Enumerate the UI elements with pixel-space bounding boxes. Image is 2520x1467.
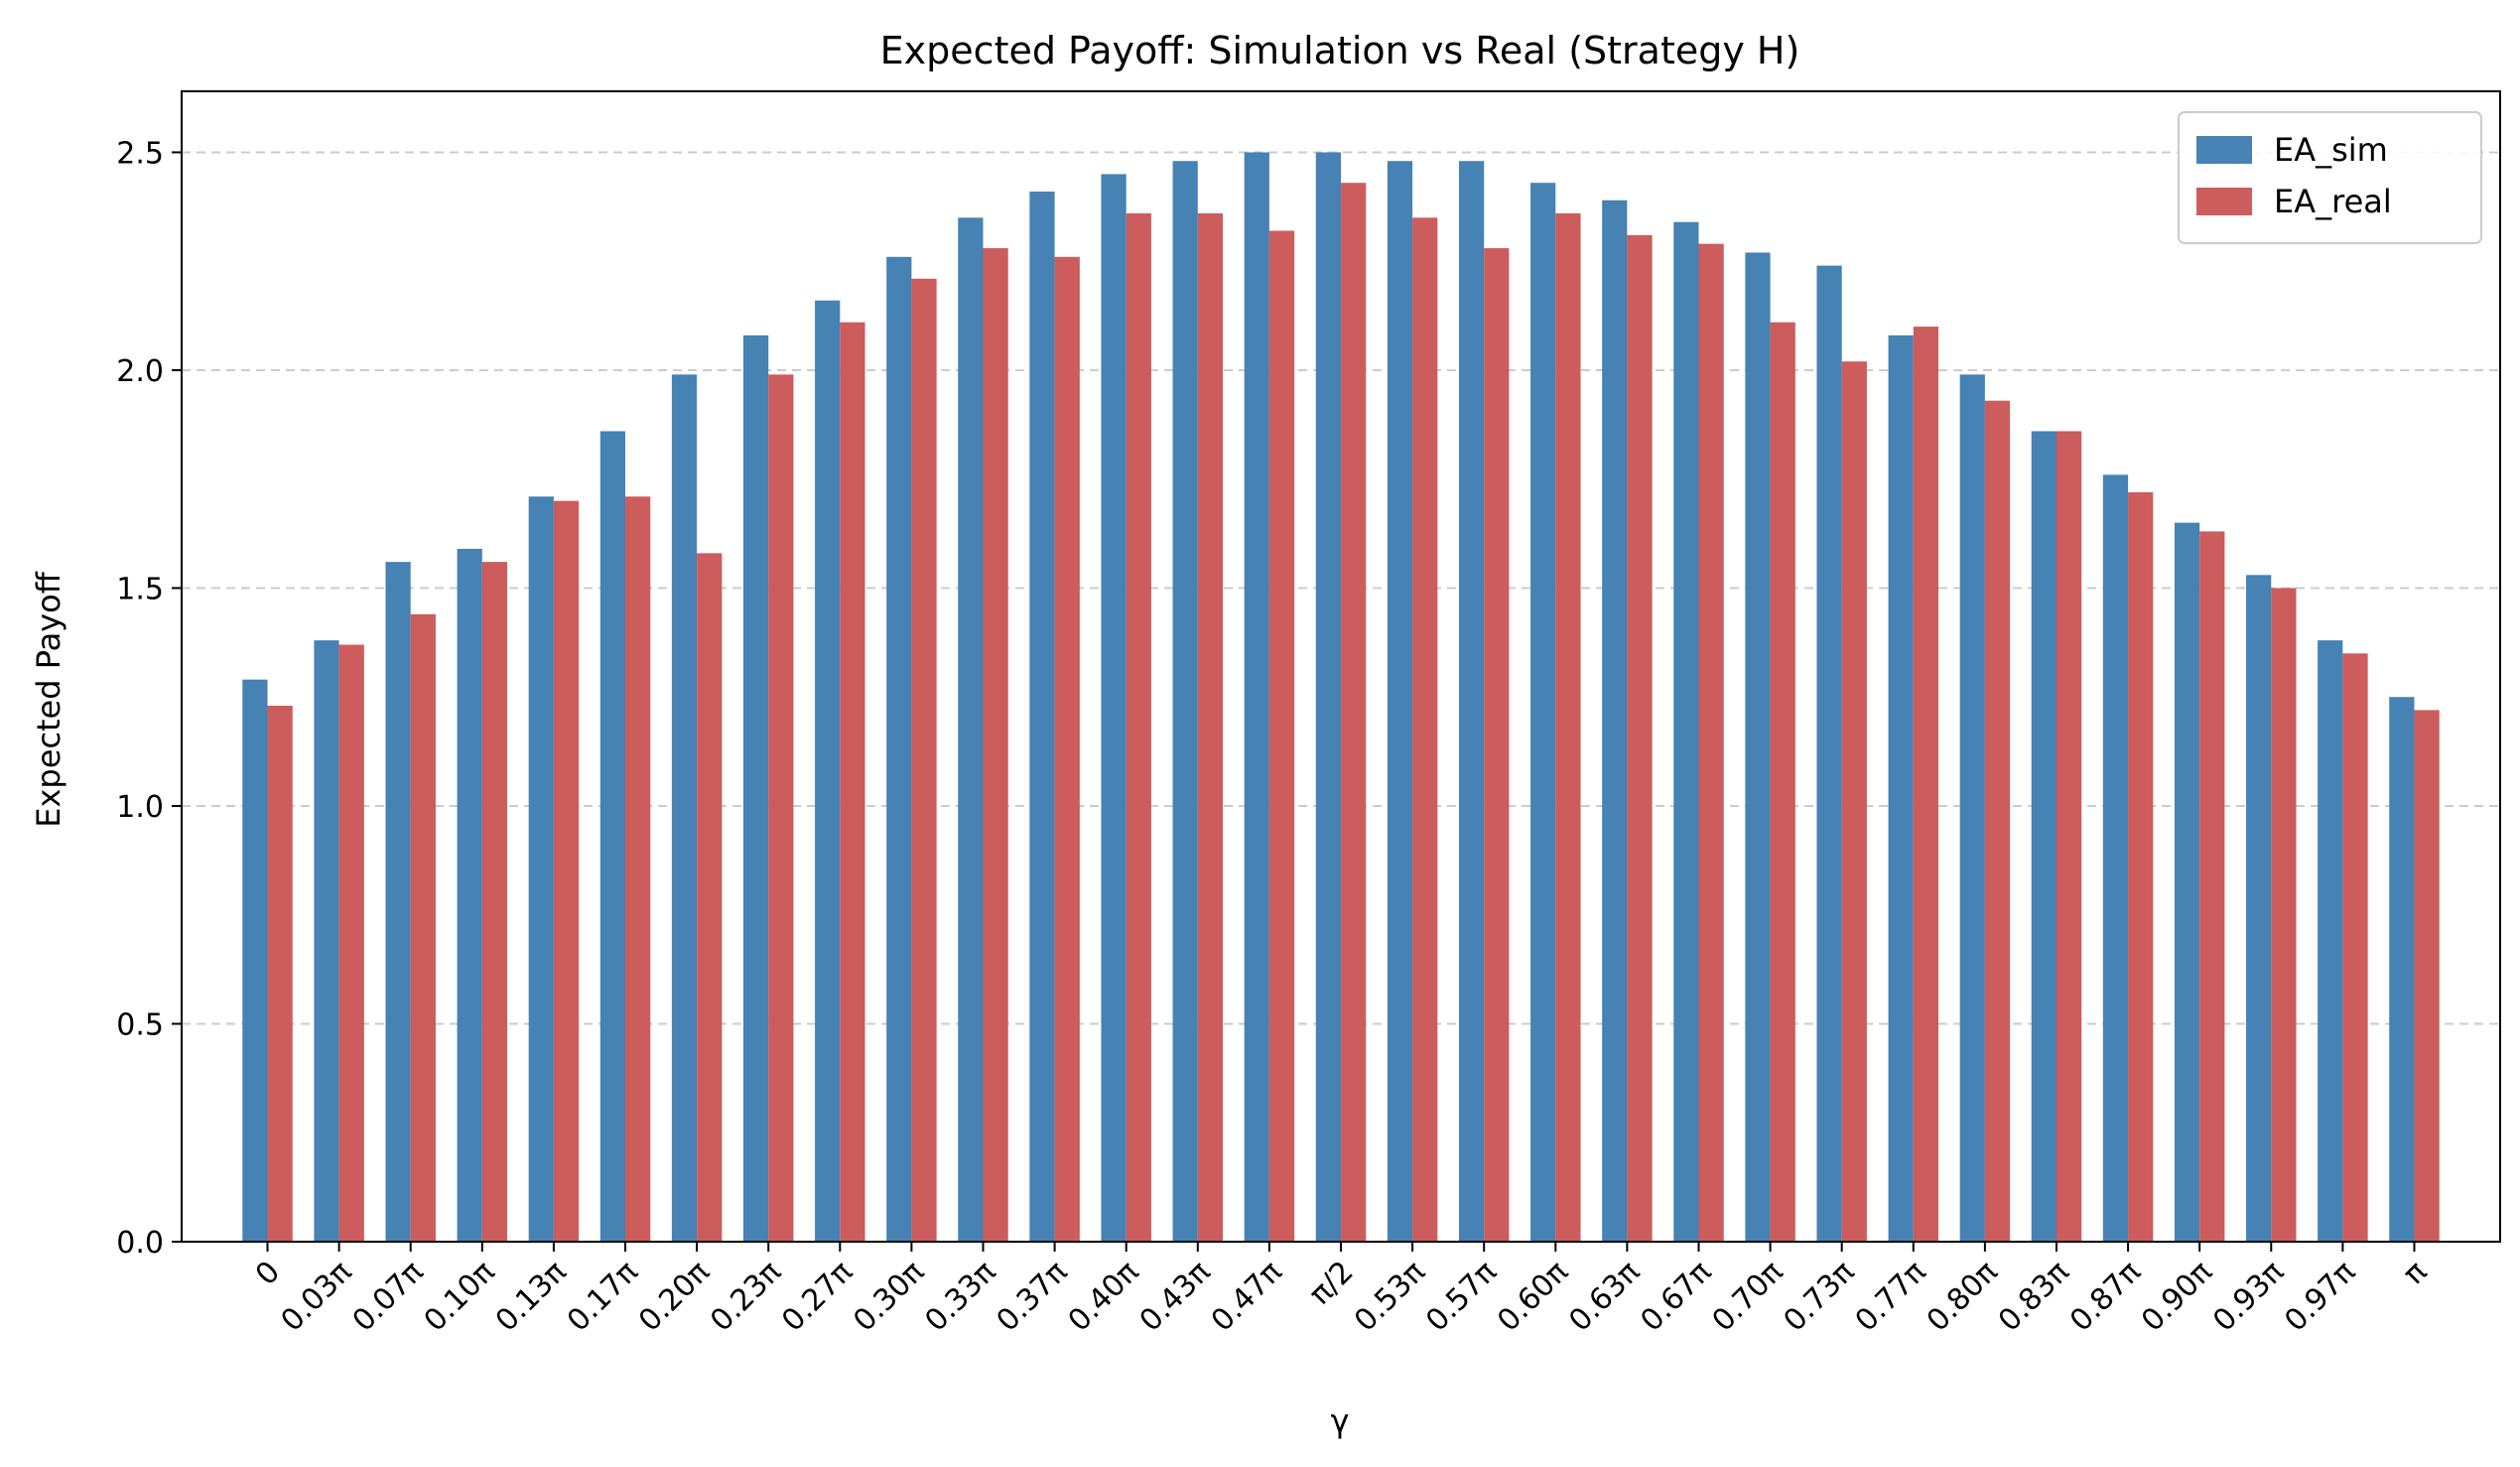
bar-EA_real-20 (1698, 243, 1724, 1243)
legend-swatch-EA_sim (2196, 136, 2252, 164)
bar-EA_real-9 (911, 278, 937, 1243)
legend-label-EA_sim: EA_sim (2274, 131, 2388, 169)
bar-EA_sim-6 (671, 374, 698, 1242)
bar-EA_sim-13 (1172, 161, 1198, 1242)
bar-EA_real-14 (1268, 230, 1295, 1242)
bar-EA_real-3 (481, 562, 508, 1242)
bar-EA_real-27 (2199, 531, 2225, 1242)
bar-EA_real-13 (1197, 212, 1224, 1243)
y-tick-label: 0.5 (116, 1007, 164, 1042)
bar-EA_real-0 (267, 706, 293, 1242)
chart-title: Expected Payoff: Simulation vs Real (Str… (880, 29, 1800, 72)
bar-EA_real-8 (840, 322, 865, 1242)
bar-EA_sim-7 (742, 334, 769, 1242)
y-tick-label: 1.5 (116, 572, 164, 606)
y-tick-label: 2.5 (116, 136, 164, 171)
bar-EA_real-10 (983, 248, 1008, 1242)
y-tick-label: 2.0 (116, 354, 164, 389)
bar-EA_sim-12 (1101, 174, 1127, 1243)
bar-EA_sim-28 (2246, 575, 2272, 1242)
bar-EA_sim-10 (958, 217, 984, 1242)
bar-EA_real-24 (1984, 400, 2011, 1242)
bar-EA_sim-17 (1458, 161, 1485, 1242)
bar-EA_real-29 (2342, 653, 2368, 1242)
bar-EA_real-4 (553, 500, 580, 1242)
y-axis: 0.0 0.5 1.0 1.5 2.0 2.5 (116, 136, 182, 1261)
bar-EA_sim-19 (1602, 200, 1628, 1242)
bar-EA_sim-26 (2102, 474, 2129, 1242)
bar-EA_sim-18 (1530, 183, 1556, 1243)
bar-EA_real-11 (1054, 256, 1080, 1242)
bar-EA_sim-4 (528, 496, 554, 1243)
bar-EA_sim-1 (314, 640, 339, 1242)
bar-EA_sim-24 (1959, 374, 1985, 1242)
legend: EA_sim EA_real (2178, 111, 2482, 244)
bar-EA_real-1 (338, 644, 364, 1242)
bar-EA_sim-29 (2318, 640, 2343, 1242)
legend-swatch-EA_real (2196, 188, 2252, 215)
y-tick-label: 1.0 (116, 790, 164, 825)
bar-EA_real-25 (2056, 431, 2082, 1242)
bar-EA_sim-8 (815, 300, 841, 1242)
bar-EA_real-26 (2128, 491, 2154, 1243)
bar-EA_sim-3 (457, 548, 482, 1242)
y-axis-label: Expected Payoff (30, 571, 67, 827)
bar-EA_real-12 (1126, 212, 1151, 1243)
bar-EA_sim-23 (1888, 334, 1914, 1242)
bar-EA_real-7 (768, 374, 794, 1242)
bar-EA_sim-11 (1029, 191, 1055, 1242)
legend-label-EA_real: EA_real (2274, 183, 2392, 220)
bar-EA_real-6 (697, 553, 723, 1242)
bars (242, 152, 2440, 1243)
bar-EA_sim-27 (2174, 522, 2200, 1242)
bar-EA_sim-21 (1745, 252, 1771, 1242)
bar-EA_real-18 (1555, 212, 1581, 1243)
bar-EA_sim-30 (2389, 697, 2415, 1242)
bar-EA_sim-20 (1673, 221, 1699, 1242)
bar-EA_real-23 (1913, 327, 1939, 1242)
bar-EA_sim-0 (242, 679, 268, 1242)
bar-EA_real-21 (1770, 322, 1795, 1242)
bar-EA_real-17 (1484, 248, 1510, 1242)
bar-EA_sim-15 (1315, 152, 1341, 1242)
bar-EA_real-28 (2271, 588, 2297, 1242)
legend-box (2178, 111, 2482, 244)
bar-EA_real-16 (1412, 217, 1438, 1242)
bar-EA_real-30 (2414, 710, 2440, 1242)
bar-EA_sim-2 (385, 562, 411, 1242)
bar-EA_sim-14 (1244, 152, 1269, 1242)
y-tick-label: 0.0 (116, 1226, 164, 1261)
bar-EA_real-5 (625, 496, 651, 1243)
bar-EA_real-22 (1841, 361, 1867, 1242)
bar-EA_sim-22 (1816, 265, 1842, 1242)
bar-EA_real-2 (410, 613, 436, 1242)
bar-EA_sim-5 (599, 431, 626, 1242)
bar-EA_real-19 (1627, 234, 1653, 1242)
x-axis-label: γ (1331, 1402, 1350, 1440)
bar-EA_sim-16 (1387, 161, 1413, 1242)
bar-EA_real-15 (1341, 183, 1367, 1243)
bar-EA_sim-25 (2031, 431, 2056, 1242)
bar-EA_sim-9 (886, 256, 912, 1242)
